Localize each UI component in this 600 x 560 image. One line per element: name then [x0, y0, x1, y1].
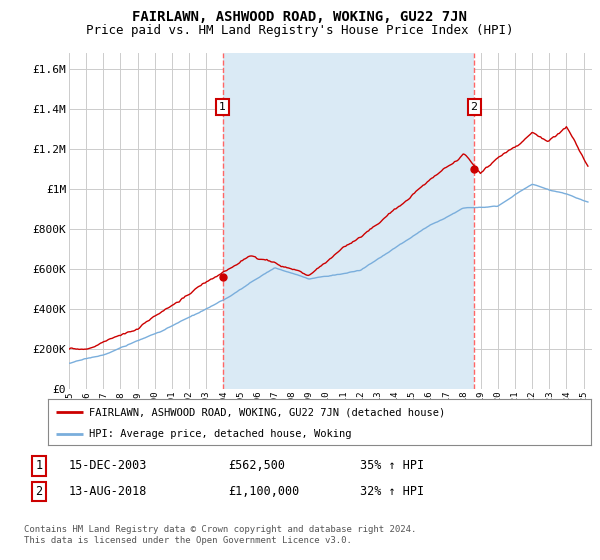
Text: £562,500: £562,500 — [228, 459, 285, 473]
Text: 13-AUG-2018: 13-AUG-2018 — [69, 485, 148, 498]
Text: 35% ↑ HPI: 35% ↑ HPI — [360, 459, 424, 473]
Bar — [223, 53, 474, 389]
Text: 2: 2 — [470, 102, 478, 112]
Text: £1,100,000: £1,100,000 — [228, 485, 299, 498]
Text: Contains HM Land Registry data © Crown copyright and database right 2024.
This d: Contains HM Land Registry data © Crown c… — [24, 525, 416, 545]
Text: HPI: Average price, detached house, Woking: HPI: Average price, detached house, Woki… — [89, 429, 351, 438]
Text: 32% ↑ HPI: 32% ↑ HPI — [360, 485, 424, 498]
Text: FAIRLAWN, ASHWOOD ROAD, WOKING, GU22 7JN: FAIRLAWN, ASHWOOD ROAD, WOKING, GU22 7JN — [133, 10, 467, 24]
Text: 1: 1 — [219, 102, 226, 112]
Text: 1: 1 — [35, 459, 43, 473]
Text: 15-DEC-2003: 15-DEC-2003 — [69, 459, 148, 473]
Text: Price paid vs. HM Land Registry's House Price Index (HPI): Price paid vs. HM Land Registry's House … — [86, 24, 514, 36]
Text: FAIRLAWN, ASHWOOD ROAD, WOKING, GU22 7JN (detached house): FAIRLAWN, ASHWOOD ROAD, WOKING, GU22 7JN… — [89, 407, 445, 417]
Text: 2: 2 — [35, 485, 43, 498]
